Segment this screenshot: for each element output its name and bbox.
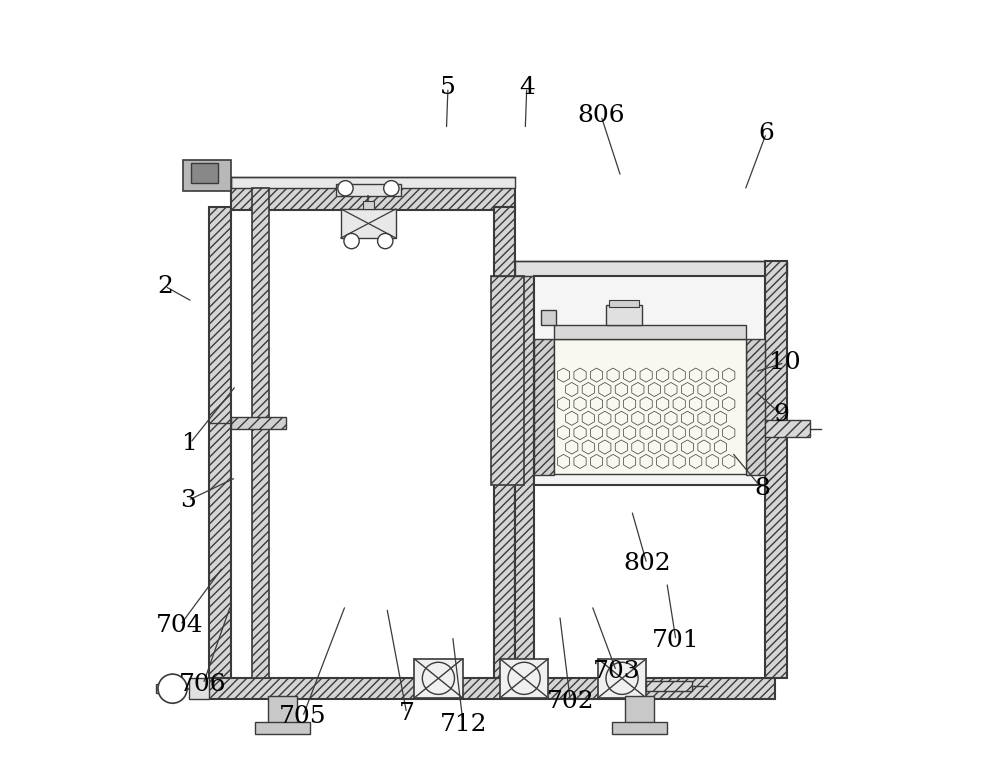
Circle shape — [384, 181, 399, 196]
Bar — [189, 678, 209, 700]
Bar — [231, 189, 515, 210]
Bar — [554, 325, 746, 339]
Bar — [336, 184, 401, 196]
Text: 1: 1 — [182, 432, 198, 455]
Bar — [209, 207, 231, 678]
Bar — [209, 678, 775, 700]
Bar — [534, 339, 554, 475]
Bar — [341, 209, 396, 238]
Text: 2: 2 — [157, 275, 173, 298]
Bar — [494, 207, 515, 678]
Bar — [363, 201, 374, 209]
Bar — [231, 417, 286, 429]
Bar — [746, 339, 765, 475]
Bar — [252, 189, 269, 678]
Circle shape — [338, 181, 353, 196]
Text: 704: 704 — [156, 614, 204, 636]
Text: 6: 6 — [758, 122, 774, 145]
Bar — [765, 420, 810, 437]
Bar — [231, 177, 515, 189]
Text: 701: 701 — [652, 629, 700, 652]
Bar — [515, 261, 787, 277]
Text: 3: 3 — [180, 489, 196, 512]
Bar — [612, 722, 667, 734]
Bar — [609, 300, 639, 307]
Circle shape — [378, 234, 393, 249]
Text: 7: 7 — [399, 702, 415, 724]
Bar — [491, 277, 524, 485]
Bar — [191, 163, 218, 183]
Bar — [541, 310, 556, 325]
Text: 10: 10 — [769, 351, 800, 374]
Circle shape — [158, 674, 187, 703]
Bar — [414, 659, 463, 698]
Bar — [765, 261, 787, 678]
Bar — [646, 681, 692, 691]
Bar — [156, 684, 166, 693]
Bar — [183, 160, 231, 191]
Text: 806: 806 — [577, 104, 625, 127]
Text: 802: 802 — [623, 552, 671, 576]
Text: 4: 4 — [519, 76, 535, 99]
Text: 8: 8 — [754, 478, 770, 500]
Bar — [534, 277, 765, 485]
Bar — [515, 277, 534, 678]
Bar — [500, 659, 548, 698]
Text: 9: 9 — [774, 404, 789, 426]
Text: 5: 5 — [440, 76, 456, 99]
Text: 712: 712 — [440, 713, 487, 736]
Bar — [598, 659, 646, 698]
Text: 703: 703 — [592, 660, 640, 682]
Bar — [255, 722, 310, 734]
Circle shape — [344, 234, 359, 249]
Bar — [268, 696, 297, 724]
Bar — [606, 305, 642, 325]
Text: 706: 706 — [179, 672, 227, 696]
Text: 702: 702 — [547, 690, 594, 713]
Bar — [554, 339, 746, 474]
Text: 705: 705 — [279, 706, 326, 728]
Bar — [625, 696, 654, 724]
